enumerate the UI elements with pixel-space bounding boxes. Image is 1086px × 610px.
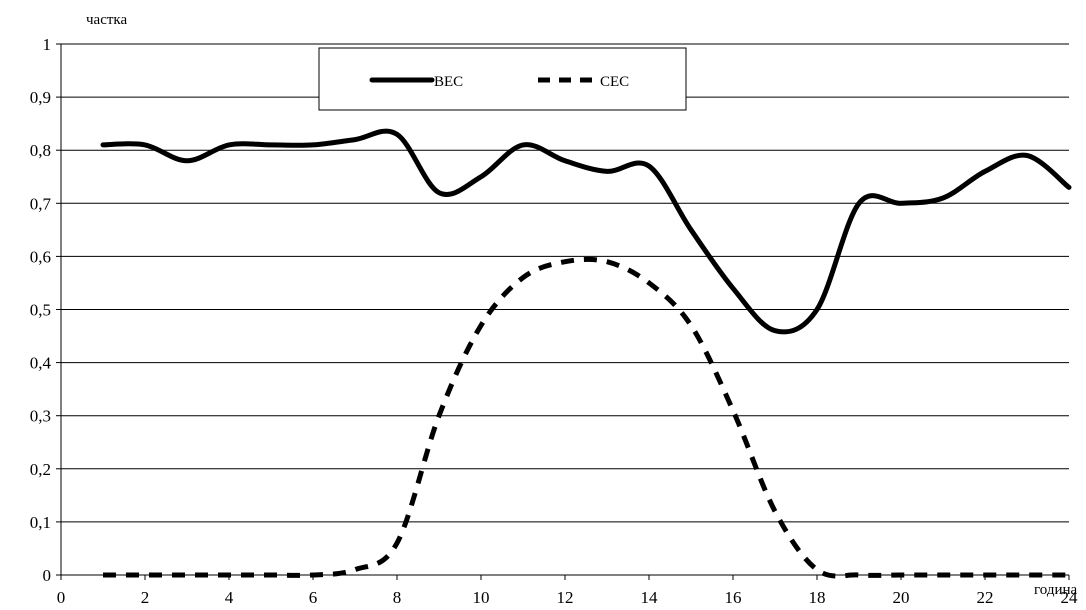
y-tick-label: 0,2 <box>30 460 51 479</box>
x-tick-label: 24 <box>1061 588 1079 607</box>
series-line-vec <box>100 128 1072 335</box>
x-tick-label: 10 <box>473 588 490 607</box>
x-axis-title: година <box>1034 582 1078 598</box>
x-tick-label: 14 <box>641 588 659 607</box>
y-tick-label: 0 <box>43 566 52 585</box>
y-tick-labels: 0 0,1 0,2 0,3 0,4 0,5 0,6 0,7 0,8 0,9 1 <box>30 35 61 585</box>
y-tick-label: 0,1 <box>30 513 51 532</box>
y-tick-label: 1 <box>43 35 52 54</box>
legend: ВЕС СЕС <box>318 47 687 111</box>
x-tick-label: 6 <box>309 588 318 607</box>
x-tick-label: 22 <box>977 588 994 607</box>
y-tick-label: 0,5 <box>30 301 51 320</box>
x-tick-labels: 0 2 4 6 8 10 12 14 16 18 20 22 24 <box>57 575 1078 607</box>
gridlines <box>61 43 1069 523</box>
legend-label-vec: ВЕС <box>434 74 463 90</box>
y-tick-label: 0,4 <box>30 354 52 373</box>
y-tick-label: 0,9 <box>30 88 51 107</box>
y-tick-label: 0,3 <box>30 407 51 426</box>
x-tick-label: 12 <box>557 588 574 607</box>
series-layer <box>100 128 1072 579</box>
x-tick-label: 16 <box>725 588 742 607</box>
x-tick-label: 18 <box>809 588 826 607</box>
series-line-ses <box>103 256 1069 579</box>
y-axis-title: частка <box>86 12 127 28</box>
x-tick-label: 2 <box>141 588 150 607</box>
y-tick-label: 0,8 <box>30 141 51 160</box>
legend-label-ses: СЕС <box>600 74 629 90</box>
x-tick-label: 20 <box>893 588 910 607</box>
y-tick-label: 0,6 <box>30 247 51 266</box>
x-tick-label: 0 <box>57 588 66 607</box>
x-tick-label: 4 <box>225 588 234 607</box>
y-tick-label: 0,7 <box>30 194 52 213</box>
x-tick-label: 8 <box>393 588 402 607</box>
